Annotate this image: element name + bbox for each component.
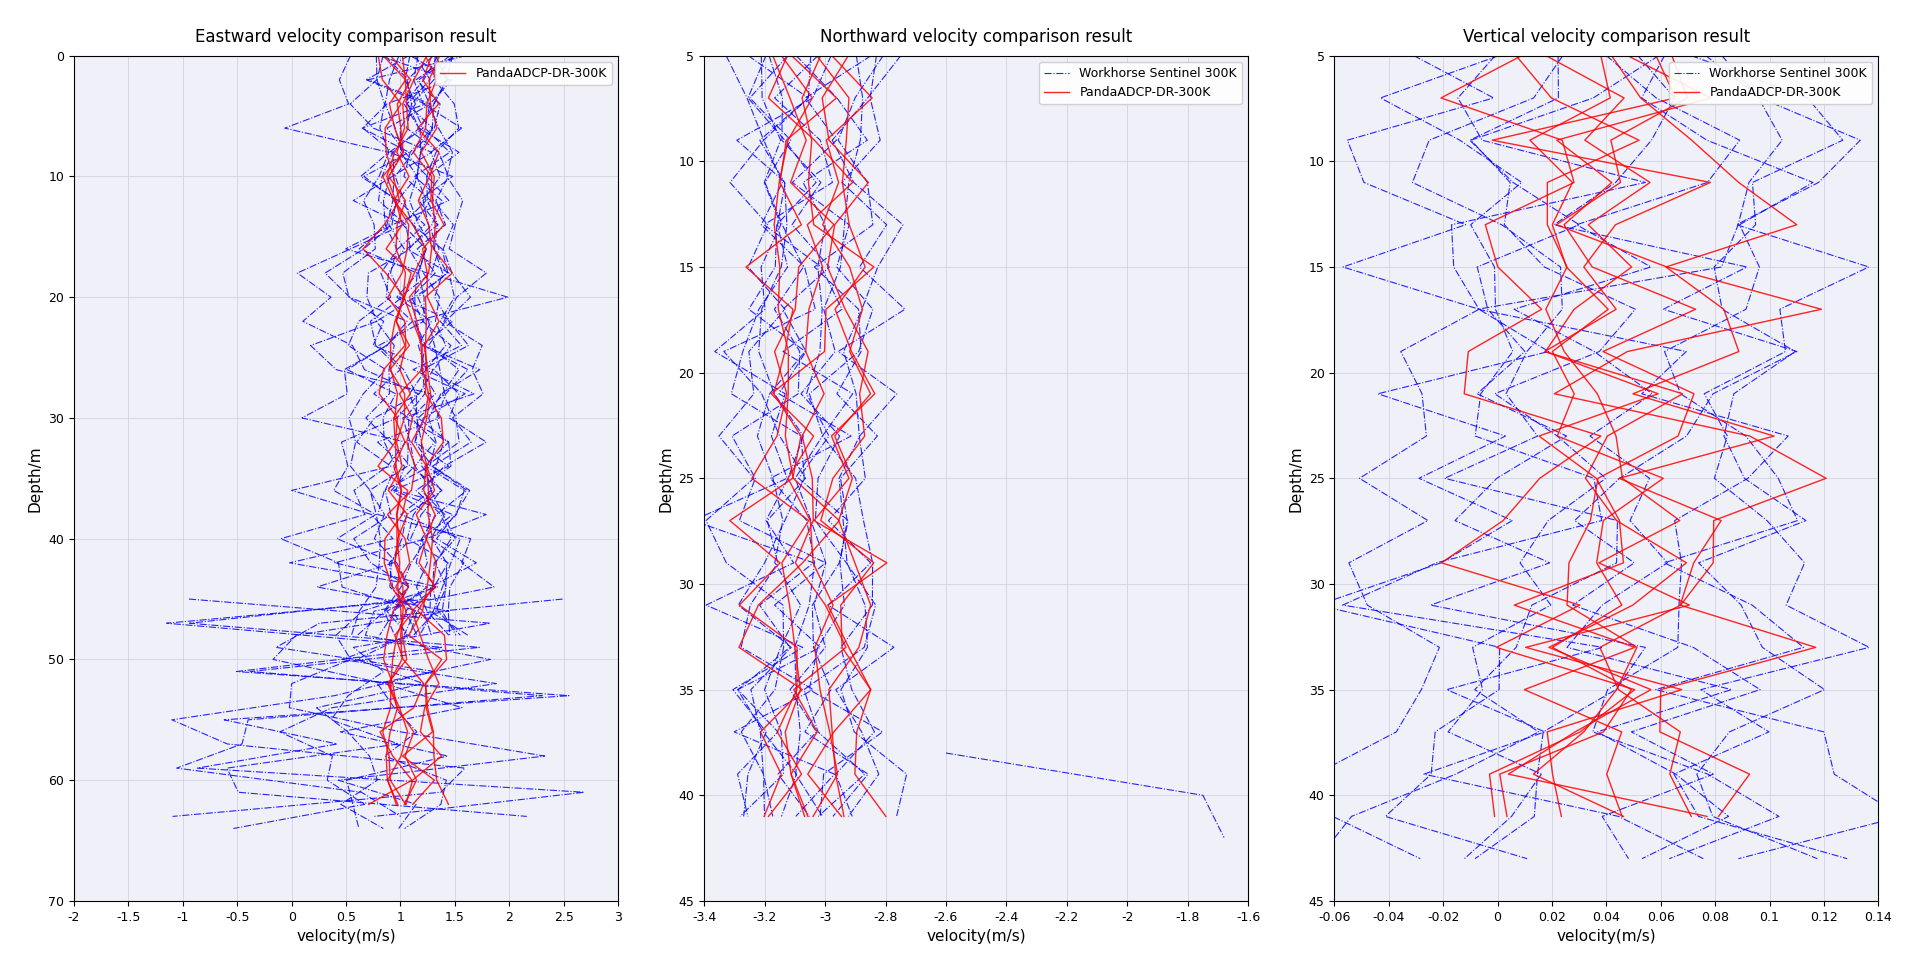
X-axis label: velocity(m/s): velocity(m/s): [296, 929, 396, 944]
Legend: Workhorse Sentinel 300K, PandaADCP-DR-300K: Workhorse Sentinel 300K, PandaADCP-DR-30…: [1670, 62, 1872, 104]
Legend: Workhorse Sentinel 300K, PandaADCP-DR-300K: Workhorse Sentinel 300K, PandaADCP-DR-30…: [1039, 62, 1242, 104]
Title: Vertical velocity comparison result: Vertical velocity comparison result: [1463, 28, 1749, 46]
Y-axis label: Depth/m: Depth/m: [1288, 445, 1304, 511]
X-axis label: velocity(m/s): velocity(m/s): [1557, 929, 1657, 944]
Title: Northward velocity comparison result: Northward velocity comparison result: [820, 28, 1133, 46]
Title: Eastward velocity comparison result: Eastward velocity comparison result: [196, 28, 497, 46]
X-axis label: velocity(m/s): velocity(m/s): [925, 929, 1025, 944]
Y-axis label: Depth/m: Depth/m: [27, 445, 42, 511]
Y-axis label: Depth/m: Depth/m: [659, 445, 674, 511]
Legend: PandaADCP-DR-300K: PandaADCP-DR-300K: [436, 62, 612, 85]
